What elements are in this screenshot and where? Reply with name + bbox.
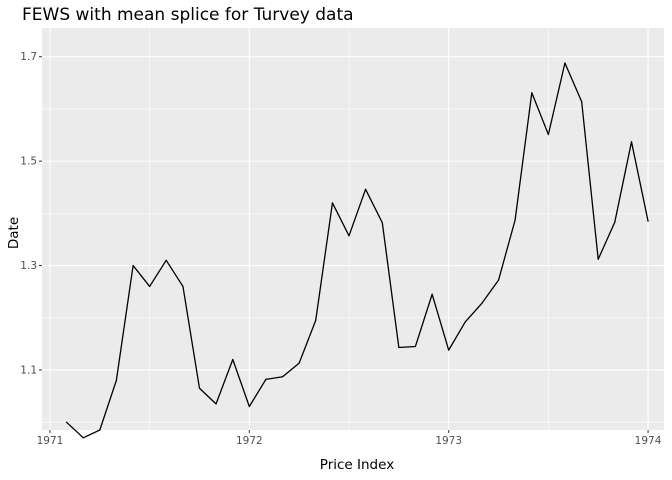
x-axis: 1971 1972 1973 1974 bbox=[37, 430, 662, 447]
data-point bbox=[132, 264, 134, 267]
x-tick-label: 1974 bbox=[635, 435, 662, 447]
data-point bbox=[282, 376, 284, 378]
x-tick-label: 1971 bbox=[37, 435, 64, 447]
data-point bbox=[232, 358, 234, 361]
data-point bbox=[464, 321, 466, 323]
data-point bbox=[165, 259, 167, 261]
data-point bbox=[630, 141, 633, 143]
data-point bbox=[497, 279, 500, 281]
data-point bbox=[348, 235, 350, 237]
data-point bbox=[597, 258, 599, 260]
x-axis-title: Price Index bbox=[320, 457, 394, 473]
data-point bbox=[182, 285, 184, 288]
data-point bbox=[547, 133, 549, 136]
data-point bbox=[315, 319, 317, 321]
data-point bbox=[298, 362, 300, 364]
x-tick-label: 1972 bbox=[236, 435, 263, 447]
series-layer bbox=[65, 62, 649, 439]
data-point bbox=[647, 220, 649, 222]
data-point bbox=[364, 188, 367, 190]
data-point bbox=[431, 293, 433, 295]
data-point bbox=[265, 378, 267, 380]
data-point bbox=[381, 222, 383, 224]
y-tick-label: 1.3 bbox=[20, 260, 37, 272]
y-tick-label: 1.7 bbox=[20, 51, 37, 63]
data-point bbox=[398, 346, 400, 349]
data-point bbox=[581, 101, 583, 103]
data-point bbox=[448, 349, 450, 351]
data-point bbox=[531, 92, 533, 94]
data-point bbox=[149, 285, 151, 288]
data-point bbox=[564, 62, 566, 64]
grid-major bbox=[42, 28, 664, 430]
grid-minor bbox=[42, 28, 664, 430]
data-point bbox=[198, 387, 201, 389]
series-line bbox=[66, 62, 649, 439]
chart-title: FEWS with mean splice for Turvey data bbox=[22, 5, 354, 25]
data-point bbox=[514, 219, 516, 221]
data-point bbox=[331, 202, 334, 204]
y-tick-label: 1.1 bbox=[20, 364, 37, 376]
data-point bbox=[481, 302, 483, 304]
data-point bbox=[99, 429, 101, 431]
y-axis: 1.1 1.3 1.5 1.7 bbox=[20, 51, 42, 376]
data-point bbox=[414, 345, 416, 348]
x-tick-label: 1973 bbox=[435, 435, 462, 447]
y-tick-label: 1.5 bbox=[20, 156, 37, 168]
data-point bbox=[215, 403, 217, 405]
data-point bbox=[65, 421, 68, 423]
data-point bbox=[115, 379, 117, 382]
data-point bbox=[614, 221, 616, 223]
y-axis-title: Date bbox=[6, 217, 22, 249]
data-point bbox=[82, 437, 84, 439]
data-point bbox=[248, 405, 250, 408]
plot-panel bbox=[42, 28, 664, 430]
